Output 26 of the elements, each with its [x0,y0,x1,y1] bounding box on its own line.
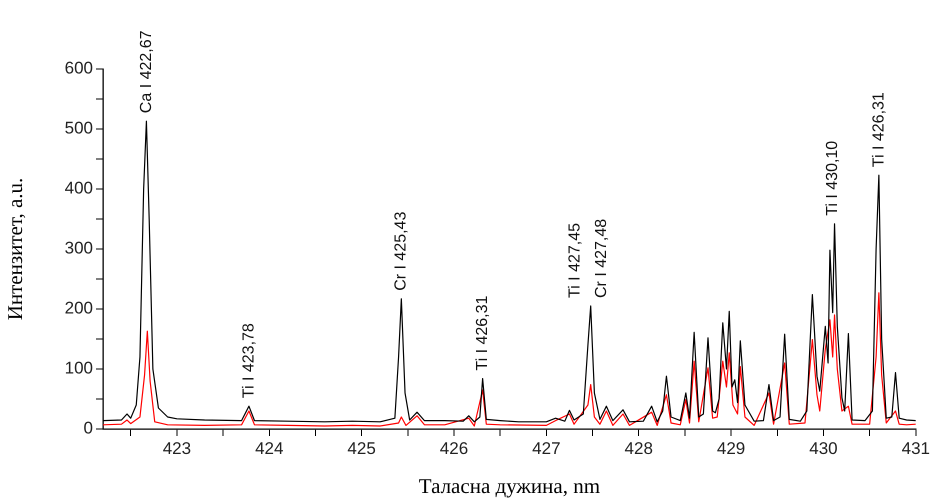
x-tick-label: 424 [255,438,284,458]
y-tick-label: 400 [64,178,93,198]
x-axis-title: Таласна дужина, nm [418,474,600,498]
x-tick-label: 425 [347,438,376,458]
y-tick-label: 0 [84,418,93,438]
annotation: Ti I 430,10 [824,140,842,216]
x-tick-label: 428 [624,438,653,458]
x-tick-label: 426 [440,438,468,458]
y-tick-label: 100 [64,358,93,378]
x-tick-label: 430 [809,438,838,458]
annotation: Ca I 422,67 [138,30,155,114]
y-tick-label: 200 [64,298,93,318]
y-tick-label: 600 [64,58,93,78]
y-tick-label: 500 [64,118,93,138]
y-axis-title: Интензитет, a.u. [3,178,28,320]
annotation: Ti I 426,31 [870,92,888,168]
annotation: Ti I 427,45 [566,222,584,298]
annotation: Ti I 423,78 [240,323,258,398]
annotation: Cr I 427,48 [593,218,610,298]
annotation: Cr I 425,43 [392,212,410,291]
y-tick-label: 300 [64,238,93,258]
x-tick-label: 431 [902,438,930,458]
annotation: Ti I 426,31 [474,295,492,371]
x-tick-label: 429 [716,438,746,458]
x-tick-label: 427 [532,438,561,458]
x-tick-label: 423 [162,438,192,458]
